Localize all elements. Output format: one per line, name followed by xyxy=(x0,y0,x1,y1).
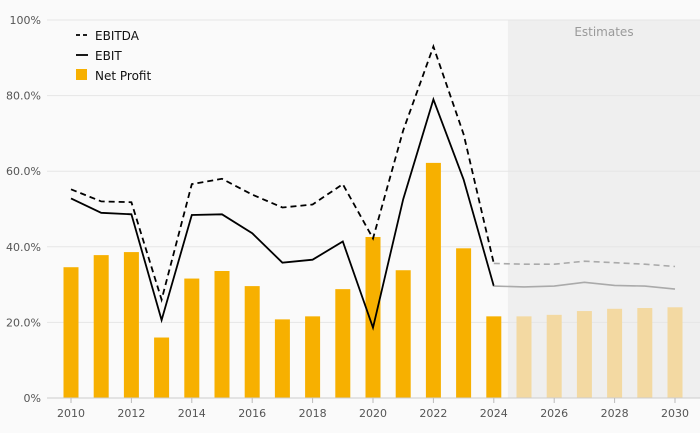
net-profit-bar xyxy=(486,316,502,398)
lines xyxy=(70,43,676,331)
net-profit-bar xyxy=(184,278,200,398)
y-tick-label: 20.0% xyxy=(6,316,41,329)
net-profit-bar xyxy=(607,308,623,398)
net-profit-bar xyxy=(637,308,653,398)
x-tick-label: 2030 xyxy=(661,407,689,420)
y-tick-label: 60.0% xyxy=(6,165,41,178)
net-profit-bar xyxy=(516,316,532,398)
ebitda-line xyxy=(70,43,495,303)
y-tick-label: 0% xyxy=(24,392,41,405)
x-tick-label: 2012 xyxy=(117,407,145,420)
net-profit-bar xyxy=(305,316,321,398)
axes: 0% 20.0% 40.0% 60.0% 80.0% 100% 2010 2012 2014 20… xyxy=(6,14,700,420)
net-profit-bar xyxy=(244,286,260,398)
net-profit-bar xyxy=(214,270,230,398)
net-profit-bar xyxy=(123,252,139,398)
net-profit-bar xyxy=(154,337,170,398)
x-tick-label: 2026 xyxy=(540,407,568,420)
x-tick-label: 2010 xyxy=(57,407,85,420)
net-profit-bar xyxy=(395,270,411,398)
y-tick-label: 80.0% xyxy=(6,90,41,103)
y-tick-label: 100% xyxy=(10,14,41,27)
x-tick-label: 2022 xyxy=(419,407,447,420)
x-tick-label: 2020 xyxy=(359,407,387,420)
net-profit-bar xyxy=(63,267,79,398)
x-tick-label: 2014 xyxy=(178,407,206,420)
net-profit-bar xyxy=(425,162,441,398)
x-tick-label: 2016 xyxy=(238,407,266,420)
net-profit-bar xyxy=(274,319,290,398)
legend-ebit-label: EBIT xyxy=(95,49,122,63)
x-tick-label: 2024 xyxy=(480,407,508,420)
y-tick-label: 40.0% xyxy=(6,241,41,254)
net-profit-bar xyxy=(365,236,381,398)
legend-ebitda-label: EBITDA xyxy=(95,29,140,43)
legend-net-profit-swatch xyxy=(76,69,87,80)
net-profit-bar xyxy=(576,311,592,398)
legend-net-profit-label: Net Profit xyxy=(95,69,151,83)
x-tick-label: 2028 xyxy=(601,407,629,420)
legend: EBITDA EBIT Net Profit xyxy=(76,29,151,83)
ebit-line xyxy=(70,96,495,331)
net-profit-bar xyxy=(335,289,351,398)
ebit-estimate-line xyxy=(493,281,676,290)
ebitda-estimate-line xyxy=(493,260,676,268)
net-profit-bar xyxy=(456,248,472,398)
net-profit-bar xyxy=(546,314,562,398)
net-profit-bar xyxy=(93,255,109,398)
x-tick-label: 2018 xyxy=(299,407,327,420)
net-profit-bar xyxy=(667,307,683,398)
estimates-label: Estimates xyxy=(574,25,633,39)
net-profit-bars xyxy=(63,162,683,398)
